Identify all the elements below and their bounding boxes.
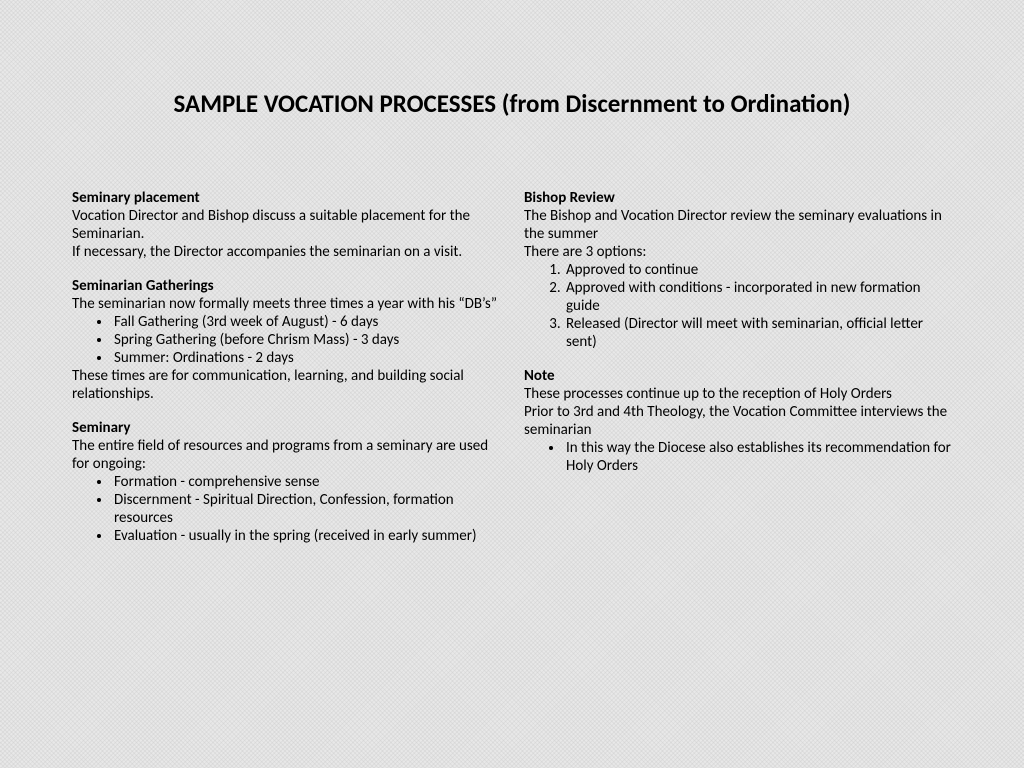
heading-seminarian-gatherings: Seminarian Gatherings xyxy=(72,277,500,295)
numbered-list: Approved to continue Approved with condi… xyxy=(552,261,952,351)
paragraph: These processes continue up to the recep… xyxy=(524,385,952,403)
list-item: In this way the Diocese also establishes… xyxy=(564,439,952,475)
list-item: Spring Gathering (before Chrism Mass) - … xyxy=(112,331,500,349)
heading-note: Note xyxy=(524,367,952,385)
paragraph: Vocation Director and Bishop discuss a s… xyxy=(72,207,500,243)
bullet-list: Formation - comprehensive sense Discernm… xyxy=(100,473,500,545)
slide-title: SAMPLE VOCATION PROCESSES (from Discernm… xyxy=(72,88,952,119)
paragraph: The seminarian now formally meets three … xyxy=(72,295,500,313)
list-item: Summer: Ordinations - 2 days xyxy=(112,349,500,367)
paragraph: If necessary, the Director accompanies t… xyxy=(72,243,500,261)
content-columns: Seminary placement Vocation Director and… xyxy=(72,189,952,545)
heading-bishop-review: Bishop Review xyxy=(524,189,952,207)
left-column: Seminary placement Vocation Director and… xyxy=(72,189,500,545)
list-item: Formation - comprehensive sense xyxy=(112,473,500,491)
list-item: Approved with conditions - incorporated … xyxy=(564,279,952,315)
right-column: Bishop Review The Bishop and Vocation Di… xyxy=(524,189,952,545)
list-item: Discernment - Spiritual Direction, Confe… xyxy=(112,491,500,527)
bullet-list: Fall Gathering (3rd week of August) - 6 … xyxy=(100,313,500,367)
heading-seminary: Seminary xyxy=(72,419,500,437)
paragraph: The Bishop and Vocation Director review … xyxy=(524,207,952,243)
paragraph: Prior to 3rd and 4th Theology, the Vocat… xyxy=(524,403,952,439)
bullet-list: In this way the Diocese also establishes… xyxy=(552,439,952,475)
list-item: Evaluation - usually in the spring (rece… xyxy=(112,527,500,545)
paragraph: These times are for communication, learn… xyxy=(72,367,500,403)
paragraph: The entire field of resources and progra… xyxy=(72,437,500,473)
heading-seminary-placement: Seminary placement xyxy=(72,189,500,207)
list-item: Approved to continue xyxy=(564,261,952,279)
list-item: Released (Director will meet with semina… xyxy=(564,315,952,351)
paragraph: There are 3 options: xyxy=(524,243,952,261)
list-item: Fall Gathering (3rd week of August) - 6 … xyxy=(112,313,500,331)
